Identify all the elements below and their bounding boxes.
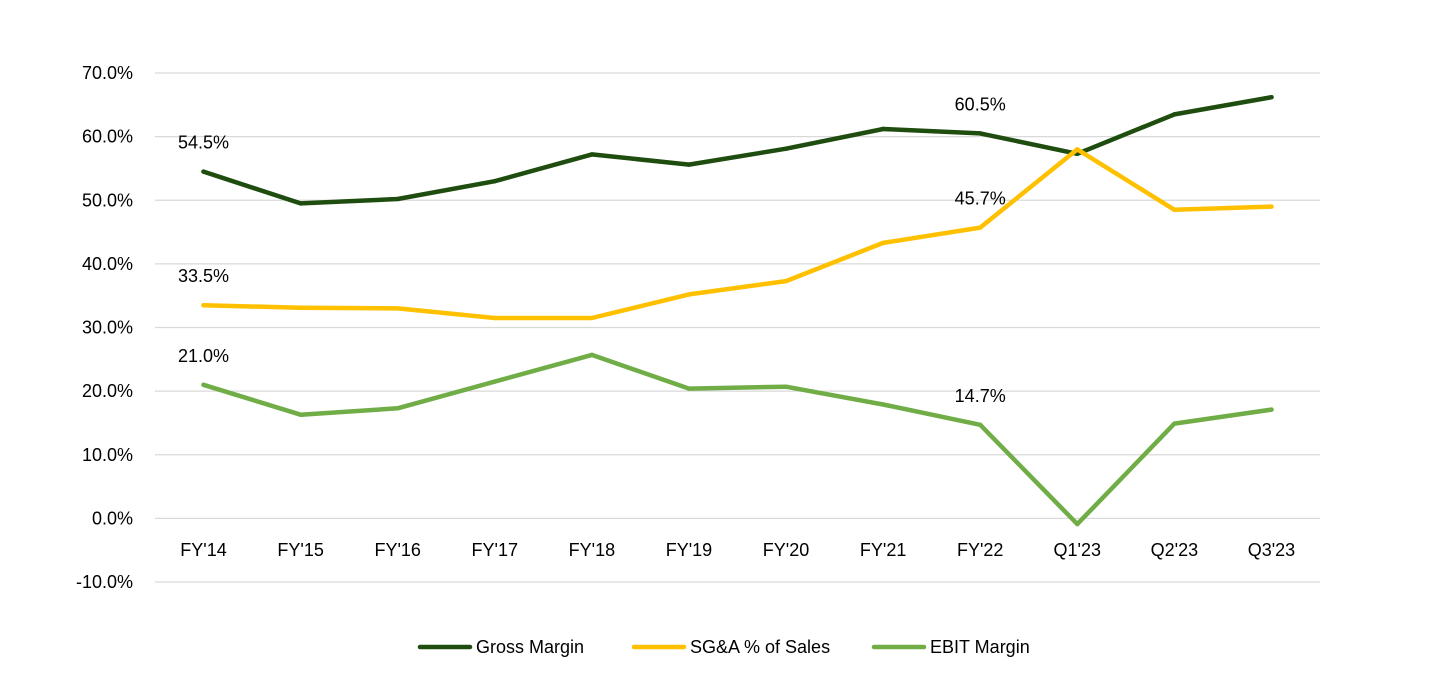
x-tick-label: FY'17 (472, 540, 518, 560)
x-tick-label: FY'21 (860, 540, 906, 560)
x-tick-label: FY'16 (374, 540, 420, 560)
data-point-ebit-margin (880, 402, 886, 407)
data-point-sg-a-of-sales (1075, 147, 1080, 152)
legend: Gross Margin SG&A % of Sales EBIT Margin (417, 637, 1030, 657)
data-point-sg-a-of-sales (395, 306, 400, 311)
data-label: 60.5% (955, 94, 1006, 114)
data-point-gross-margin (201, 169, 206, 174)
data-point-gross-margin (1269, 94, 1274, 100)
x-tick-label: FY'14 (180, 540, 226, 560)
data-point-gross-margin (978, 131, 983, 136)
data-point-sg-a-of-sales (1172, 207, 1177, 212)
data-point-gross-margin (395, 196, 400, 202)
data-point-ebit-margin (783, 384, 789, 389)
gridlines (155, 72, 1320, 583)
y-tick-label: 10.0% (82, 445, 133, 465)
series-lines (201, 94, 1274, 527)
x-tick-label: FY'15 (277, 540, 323, 560)
x-tick-label: Q2'23 (1151, 540, 1198, 560)
data-point-gross-margin (589, 152, 595, 157)
y-tick-label: 60.0% (82, 127, 133, 147)
data-point-sg-a-of-sales (492, 315, 497, 321)
y-tick-label: 20.0% (82, 381, 133, 401)
data-point-gross-margin (783, 146, 789, 151)
data-label: 21.0% (178, 346, 229, 366)
y-tick-label: -10.0% (76, 572, 133, 592)
x-tick-label: FY'20 (763, 540, 809, 560)
y-tick-label: 0.0% (92, 508, 133, 528)
series-line-ebit-margin (201, 352, 1274, 527)
series-line-sg-a-of-sales (201, 147, 1274, 321)
y-tick-label: 30.0% (82, 318, 133, 338)
x-tick-label: FY'18 (569, 540, 615, 560)
series-line-gross-margin (201, 94, 1274, 206)
data-point-ebit-margin (1172, 421, 1177, 426)
data-point-ebit-margin (978, 422, 983, 428)
data-point-sg-a-of-sales (880, 240, 886, 246)
data-label: 54.5% (178, 133, 229, 153)
x-tick-label: FY'22 (957, 540, 1003, 560)
data-label: 14.7% (955, 386, 1006, 406)
data-point-sg-a-of-sales (686, 292, 692, 297)
data-point-ebit-margin (686, 386, 692, 391)
data-point-sg-a-of-sales (978, 225, 983, 230)
x-tick-label: FY'19 (666, 540, 712, 560)
data-label: 33.5% (178, 266, 229, 286)
legend-label: EBIT Margin (930, 637, 1030, 657)
data-point-sg-a-of-sales (1269, 204, 1274, 209)
data-point-sg-a-of-sales (589, 315, 595, 321)
data-point-gross-margin (1172, 112, 1177, 117)
x-tick-label: Q3'23 (1248, 540, 1295, 560)
data-point-gross-margin (492, 178, 497, 184)
data-label: 45.7% (955, 189, 1006, 209)
data-point-gross-margin (880, 126, 886, 132)
data-point-ebit-margin (1075, 521, 1080, 527)
data-point-ebit-margin (589, 352, 595, 358)
x-axis-tick-labels: FY'14 FY'15 FY'16 FY'17 FY'18 FY'19 FY'20 FY'21… (180, 540, 1295, 560)
y-tick-label: 40.0% (82, 254, 133, 274)
data-point-gross-margin (298, 201, 303, 206)
data-point-ebit-margin (201, 382, 206, 387)
data-point-sg-a-of-sales (201, 303, 206, 308)
data-point-ebit-margin (298, 412, 303, 417)
data-point-ebit-margin (1269, 407, 1274, 412)
y-tick-label: 70.0% (82, 63, 133, 83)
y-tick-label: 50.0% (82, 190, 133, 210)
data-point-sg-a-of-sales (298, 305, 303, 310)
y-axis-tick-labels: -10.0% 0.0% 10.0% 20.0% 30.0% 40.0% 50.0% 60.0%… (76, 63, 133, 592)
data-point-gross-margin (686, 162, 692, 167)
legend-label: Gross Margin (476, 637, 584, 657)
data-point-ebit-margin (492, 379, 497, 384)
data-point-ebit-margin (395, 406, 400, 411)
data-labels: 54.5% 60.5% 33.5% 45.7% 21.0% 14.7% (178, 94, 1006, 405)
data-point-sg-a-of-sales (783, 278, 789, 284)
x-tick-label: Q1'23 (1054, 540, 1101, 560)
legend-label: SG&A % of Sales (690, 637, 830, 657)
